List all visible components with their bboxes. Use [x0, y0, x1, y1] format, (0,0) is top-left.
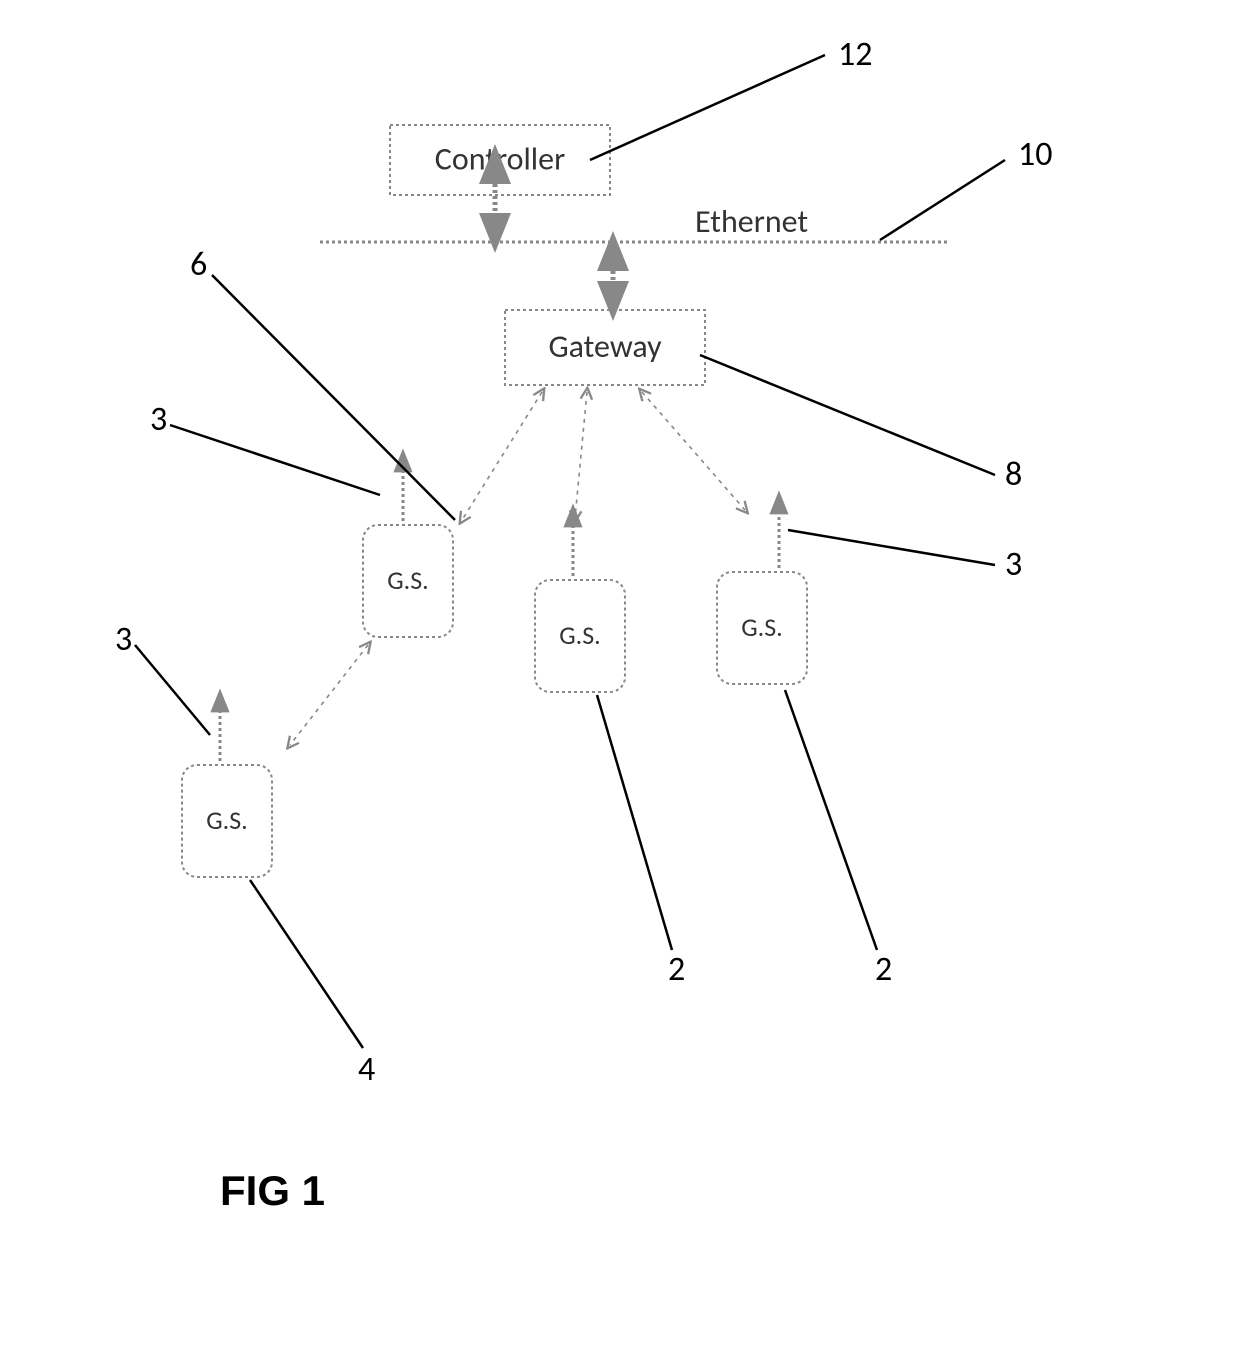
callout-line-3: [788, 530, 995, 565]
comm-arrow: [642, 392, 745, 510]
callout-num-3: 3: [150, 399, 167, 440]
callout-line-2: [785, 690, 877, 950]
callout-line-8: [700, 355, 995, 475]
callout-line-2: [597, 695, 672, 950]
comm-arrow: [290, 645, 368, 745]
callout-num-3: 3: [1005, 544, 1022, 585]
callout-line-12: [590, 55, 825, 160]
callout-num-12: 12: [838, 34, 872, 75]
figure-label: FIG 1: [220, 1167, 325, 1214]
callout-num-10: 10: [1018, 134, 1052, 175]
callout-line-10: [880, 160, 1005, 240]
callout-line-3: [170, 425, 380, 495]
callout-line-6: [212, 275, 455, 520]
callout-num-2: 2: [668, 949, 685, 990]
gateway-label: Gateway: [548, 327, 662, 366]
ethernet-label: Ethernet: [695, 202, 808, 241]
callout-num-2: 2: [875, 949, 892, 990]
callout-line-3: [135, 645, 210, 735]
sensor-s1-label: G.S.: [387, 564, 428, 596]
callout-num-8: 8: [1005, 454, 1022, 495]
callout-num-4: 4: [358, 1049, 375, 1090]
comm-arrow: [575, 392, 587, 518]
comm-arrow: [462, 392, 542, 520]
sensor-s2-label: G.S.: [559, 619, 600, 651]
sensor-s3-label: G.S.: [741, 611, 782, 643]
callout-line-4: [250, 880, 363, 1048]
sensor-s4-label: G.S.: [206, 804, 247, 836]
callout-num-6: 6: [190, 244, 207, 285]
controller-label: Controller: [435, 140, 565, 179]
callout-num-3: 3: [115, 619, 132, 660]
